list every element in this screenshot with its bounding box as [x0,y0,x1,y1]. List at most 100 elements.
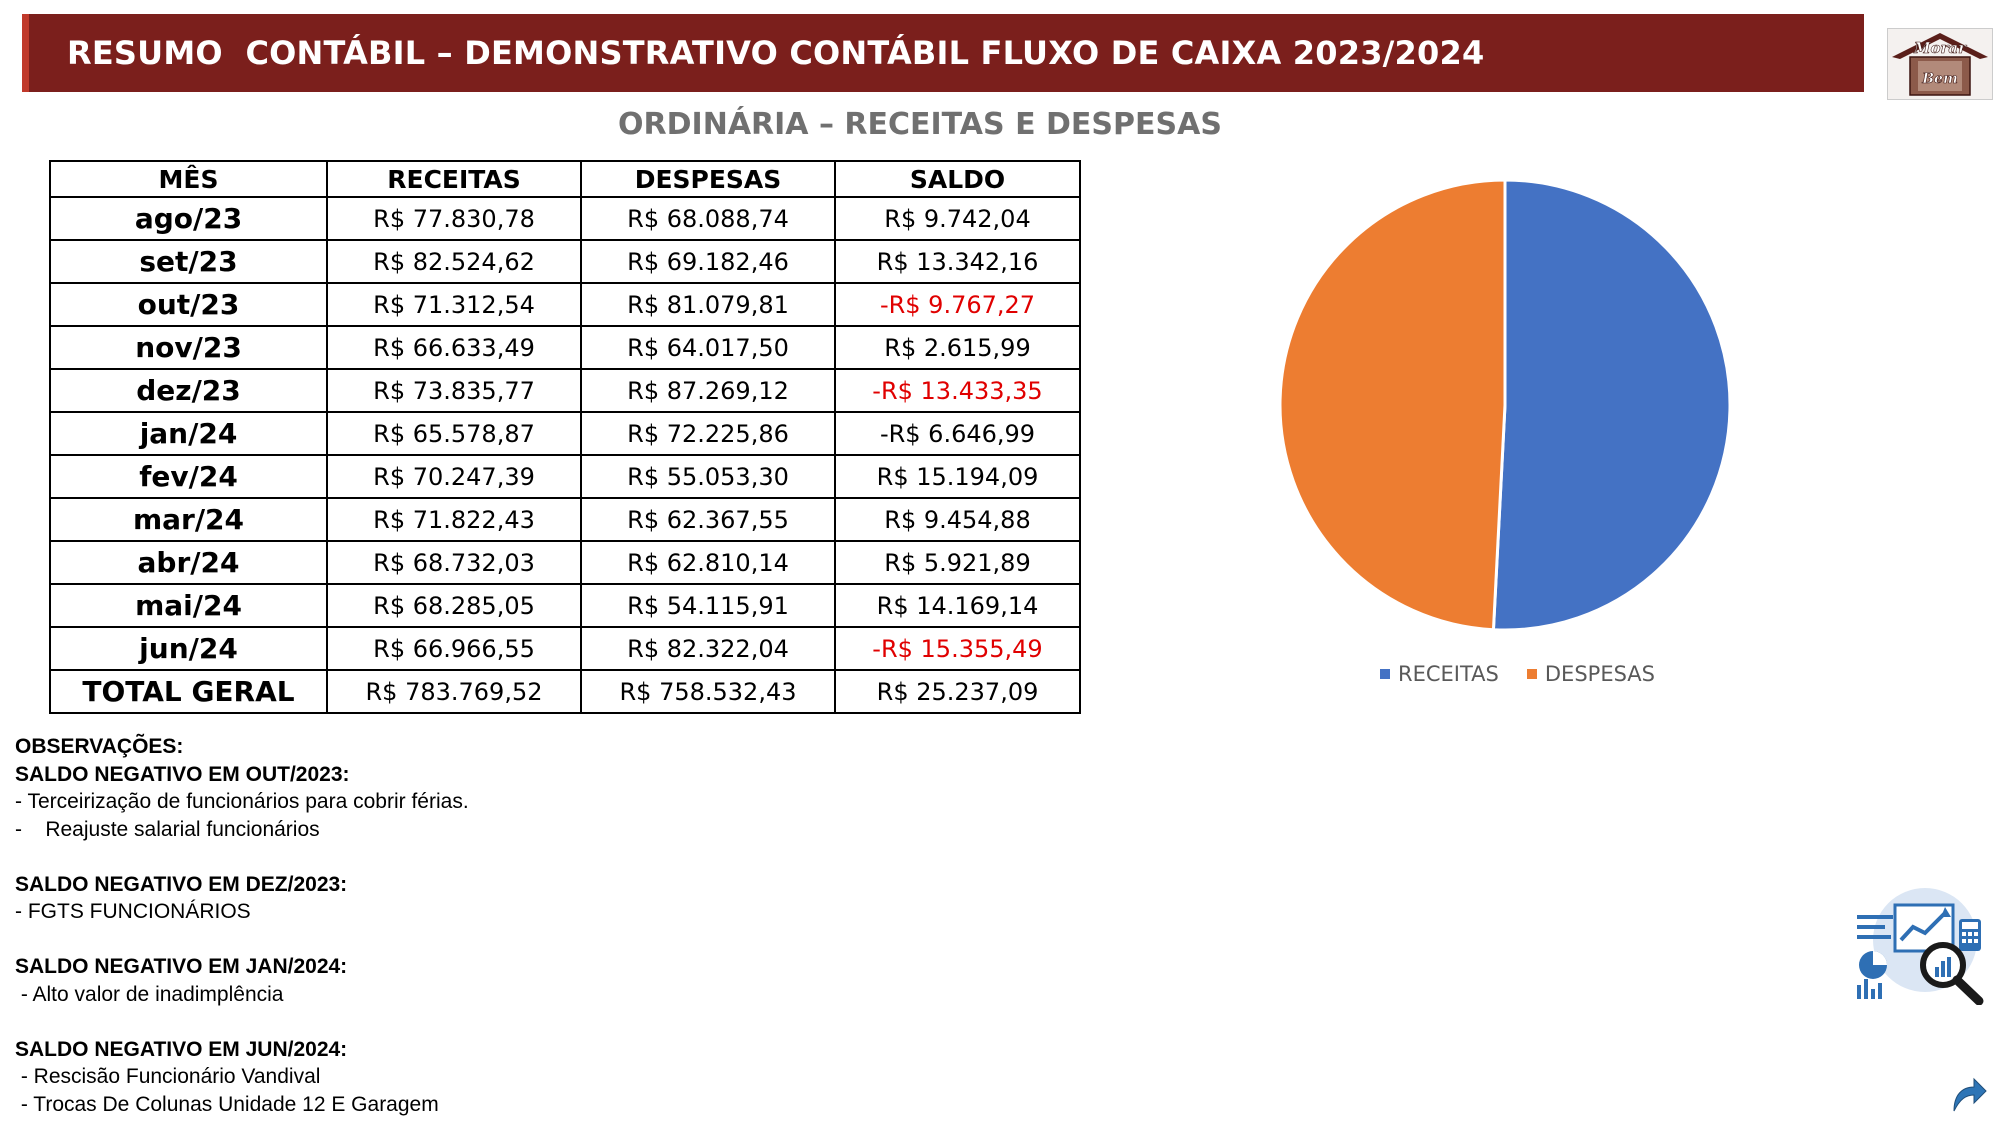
observation-title: SALDO NEGATIVO EM OUT/2023: [15,762,350,786]
cell-despesas: R$ 54.115,91 [580,583,836,628]
cell-despesas: R$ 82.322,04 [580,626,836,671]
table-row: nov/23 R$ 66.633,49 R$ 64.017,50 R$ 2.615,9… [49,325,1081,370]
cell-saldo: R$ 9.454,88 [834,497,1081,542]
cell-mes: out/23 [49,282,328,327]
header-mes: MÊS [49,160,328,198]
cell-despesas: R$ 62.367,55 [580,497,836,542]
table-row: out/23 R$ 71.312,54 R$ 81.079,81 -R$ 9.767,… [49,282,1081,327]
cell-mes: TOTAL GERAL [49,669,328,714]
section-subtitle: ORDINÁRIA – RECEITAS E DESPESAS [618,107,1222,142]
table-row: abr/24 R$ 68.732,03 R$ 62.810,14 R$ 5.921,8… [49,540,1081,585]
data-analysis-icon[interactable] [1855,885,1985,1005]
cell-despesas: R$ 69.182,46 [580,239,836,284]
observation-spacer [15,1008,1115,1036]
header-receitas: RECEITAS [326,160,582,198]
cell-despesas: R$ 64.017,50 [580,325,836,370]
cell-mes: dez/23 [49,368,328,413]
legend-item-despesas: DESPESAS [1526,662,1656,686]
cell-mes: nov/23 [49,325,328,370]
table-row: mar/24 R$ 71.822,43 R$ 62.367,55 R$ 9.454,8… [49,497,1081,542]
cell-mes: jan/24 [49,411,328,456]
table-row: jan/24 R$ 65.578,87 R$ 72.225,86 -R$ 6.646,… [49,411,1081,456]
observation-title: SALDO NEGATIVO EM JUN/2024: [15,1037,348,1061]
observations: OBSERVAÇÕES: SALDO NEGATIVO EM OUT/2023:… [15,733,1115,1118]
cell-despesas: R$ 62.810,14 [580,540,836,585]
cell-mes: jun/24 [49,626,328,671]
title-banner: RESUMO CONTÁBIL – DEMONSTRATIVO CONTÁBIL… [22,14,1864,92]
header-despesas: DESPESAS [580,160,836,198]
page-title: RESUMO CONTÁBIL – DEMONSTRATIVO CONTÁBIL… [67,34,1485,72]
legend-swatch-receitas [1380,669,1390,679]
cell-receitas: R$ 66.966,55 [326,626,582,671]
cell-despesas: R$ 72.225,86 [580,411,836,456]
cell-receitas: R$ 66.633,49 [326,325,582,370]
cell-receitas: R$ 70.247,39 [326,454,582,499]
table-total-row: TOTAL GERAL R$ 783.769,52 R$ 758.532,43 R$ … [49,669,1081,714]
table-row: fev/24 R$ 70.247,39 R$ 55.053,30 R$ 15.194,… [49,454,1081,499]
legend-label-despesas: DESPESAS [1544,662,1656,686]
observation-line: - Rescisão Funcionário Vandival [15,1065,321,1088]
observation-line: - Trocas De Colunas Unidade 12 E Garagem [15,1092,439,1116]
observation-title: SALDO NEGATIVO EM JAN/2024: [15,955,348,978]
logo-text-2: Bem [1921,71,1958,87]
cell-saldo: R$ 14.169,14 [834,583,1081,628]
cell-saldo: R$ 5.921,89 [834,540,1081,585]
cell-receitas: R$ 71.312,54 [326,282,582,327]
logo-text-1: Morar [1913,39,1967,57]
cell-despesas: R$ 758.532,43 [580,669,836,714]
observation-line: - Reajuste salarial funcionários [15,817,320,841]
table-row: set/23 R$ 82.524,62 R$ 69.182,46 R$ 13.342,… [49,239,1081,284]
cell-saldo: -R$ 13.433,35 [834,368,1081,413]
observations-heading: OBSERVAÇÕES: [15,735,184,758]
cell-saldo: R$ 9.742,04 [834,196,1081,241]
cell-despesas: R$ 87.269,12 [580,368,836,413]
cell-receitas: R$ 65.578,87 [326,411,582,456]
cell-mes: mar/24 [49,497,328,542]
cell-saldo: -R$ 15.355,49 [834,626,1081,671]
cell-saldo: -R$ 9.767,27 [834,282,1081,327]
observation-spacer [15,843,1115,871]
chart-legend: RECEITAS DESPESAS [1380,662,1655,686]
cell-despesas: R$ 55.053,30 [580,454,836,499]
cell-saldo: R$ 25.237,09 [834,669,1081,714]
cell-despesas: R$ 68.088,74 [580,196,836,241]
table-row: jun/24 R$ 66.966,55 R$ 82.322,04 -R$ 15.355… [49,626,1081,671]
observation-line: - FGTS FUNCIONÁRIOS [15,900,251,923]
cell-mes: set/23 [49,239,328,284]
observation-spacer [15,926,1115,954]
observation-line: - Alto valor de inadimplência [15,982,284,1006]
table-row: mai/24 R$ 68.285,05 R$ 54.115,91 R$ 14.169,… [49,583,1081,628]
pie-slice-despesas [1278,178,1507,632]
table-header-row: MÊS RECEITAS DESPESAS SALDO [49,160,1081,198]
header-saldo: SALDO [834,160,1081,198]
cell-saldo: R$ 2.615,99 [834,325,1081,370]
cashflow-table: MÊS RECEITAS DESPESAS SALDO ago/23 R$ 77.… [49,160,1081,714]
table-body: ago/23 R$ 77.830,78 R$ 68.088,74 R$ 9.742,0… [49,196,1081,714]
observation-title: SALDO NEGATIVO EM DEZ/2023: [15,872,348,896]
pie-slice-receitas [1491,178,1732,632]
table-row: ago/23 R$ 77.830,78 R$ 68.088,74 R$ 9.742,0… [49,196,1081,241]
cell-mes: abr/24 [49,540,328,585]
cell-saldo: R$ 13.342,16 [834,239,1081,284]
cell-saldo: -R$ 6.646,99 [834,411,1081,456]
cell-saldo: R$ 15.194,09 [834,454,1081,499]
return-arrow-icon[interactable] [1948,1075,1988,1115]
cell-mes: mai/24 [49,583,328,628]
cell-receitas: R$ 71.822,43 [326,497,582,542]
legend-item-receitas: RECEITAS [1380,662,1499,686]
cell-receitas: R$ 783.769,52 [326,669,582,714]
logo-graphic: Morar Bem [1892,33,1988,96]
cell-receitas: R$ 77.830,78 [326,196,582,241]
legend-swatch-despesas [1526,669,1537,679]
cell-receitas: R$ 82.524,62 [326,239,582,284]
cell-receitas: R$ 68.732,03 [326,540,582,585]
pie-chart [1278,178,1732,632]
cell-mes: ago/23 [49,196,328,241]
cell-receitas: R$ 73.835,77 [326,368,582,413]
cell-receitas: R$ 68.285,05 [326,583,582,628]
cell-despesas: R$ 81.079,81 [580,282,836,327]
cell-mes: fev/24 [49,454,328,499]
legend-label-receitas: RECEITAS [1398,662,1499,686]
table-row: dez/23 R$ 73.835,77 R$ 87.269,12 -R$ 13.433… [49,368,1081,413]
observation-line: - Terceirização de funcionários para cob… [15,790,469,813]
